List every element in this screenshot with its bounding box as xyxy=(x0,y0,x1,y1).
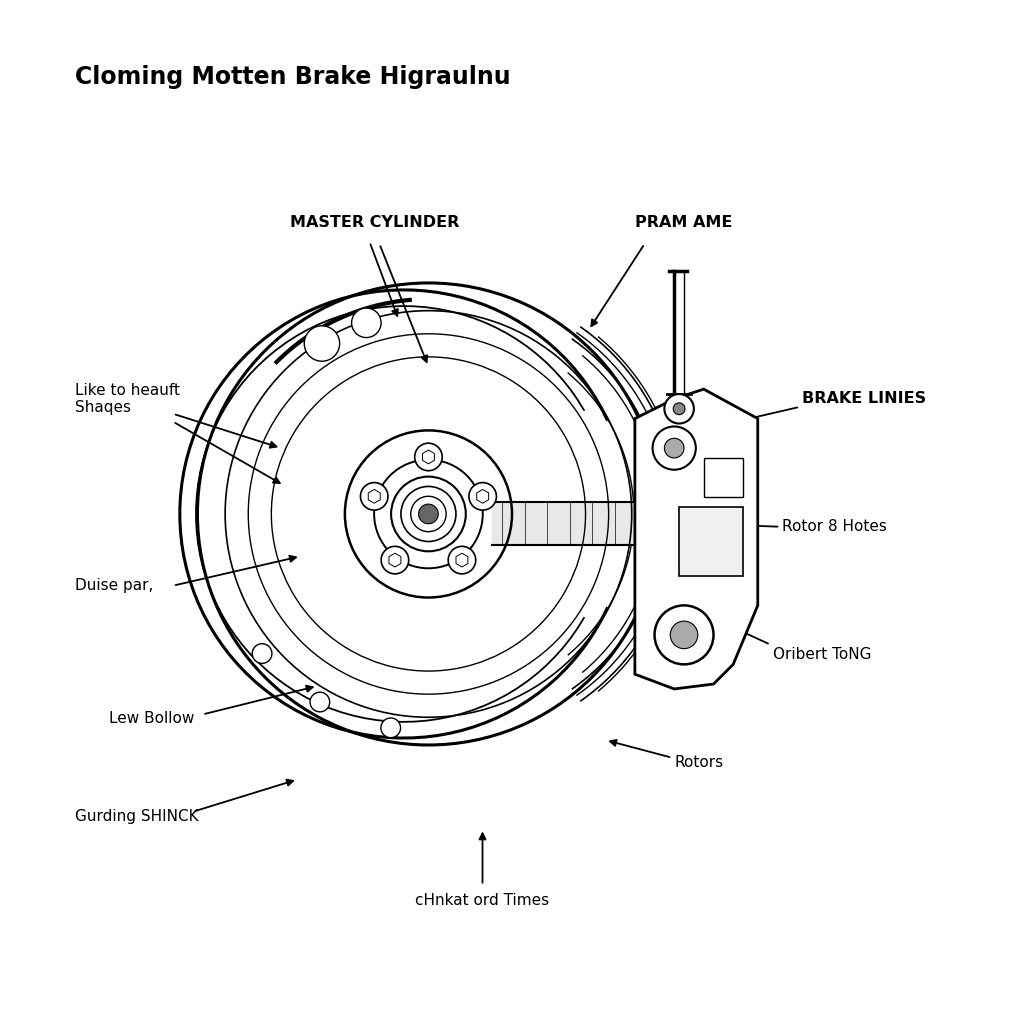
Text: Lew Bollow: Lew Bollow xyxy=(109,711,195,726)
Circle shape xyxy=(654,605,714,665)
Circle shape xyxy=(652,426,696,470)
Circle shape xyxy=(310,692,330,712)
Polygon shape xyxy=(635,389,758,689)
Text: Like to heauft
Shaqes: Like to heauft Shaqes xyxy=(75,383,179,415)
Text: Cloming Motten Brake Higraulnu: Cloming Motten Brake Higraulnu xyxy=(75,66,510,89)
Circle shape xyxy=(360,482,388,510)
Text: PRAM AME: PRAM AME xyxy=(635,214,732,229)
Circle shape xyxy=(665,394,694,424)
Circle shape xyxy=(381,718,400,737)
Text: Oribert ToNG: Oribert ToNG xyxy=(772,647,871,663)
Circle shape xyxy=(415,443,442,471)
Circle shape xyxy=(469,482,497,510)
Bar xyxy=(703,458,743,498)
Circle shape xyxy=(673,402,685,415)
Circle shape xyxy=(381,547,409,573)
Circle shape xyxy=(419,504,438,524)
Bar xyxy=(679,507,743,575)
Circle shape xyxy=(304,326,340,361)
Circle shape xyxy=(671,622,697,648)
Text: cHnkat ord Times: cHnkat ord Times xyxy=(416,893,550,908)
Text: Rotor 8 Hotes: Rotor 8 Hotes xyxy=(782,519,887,535)
Circle shape xyxy=(449,547,476,573)
Text: Duise par,: Duise par, xyxy=(75,579,153,593)
Text: BRAKE LINIES: BRAKE LINIES xyxy=(802,391,926,407)
Circle shape xyxy=(351,308,381,338)
Circle shape xyxy=(252,644,272,664)
Text: Gurding SHINCK: Gurding SHINCK xyxy=(75,809,199,824)
Circle shape xyxy=(665,438,684,458)
Text: MASTER CYLINDER: MASTER CYLINDER xyxy=(290,214,459,229)
Text: Rotors: Rotors xyxy=(674,755,723,770)
